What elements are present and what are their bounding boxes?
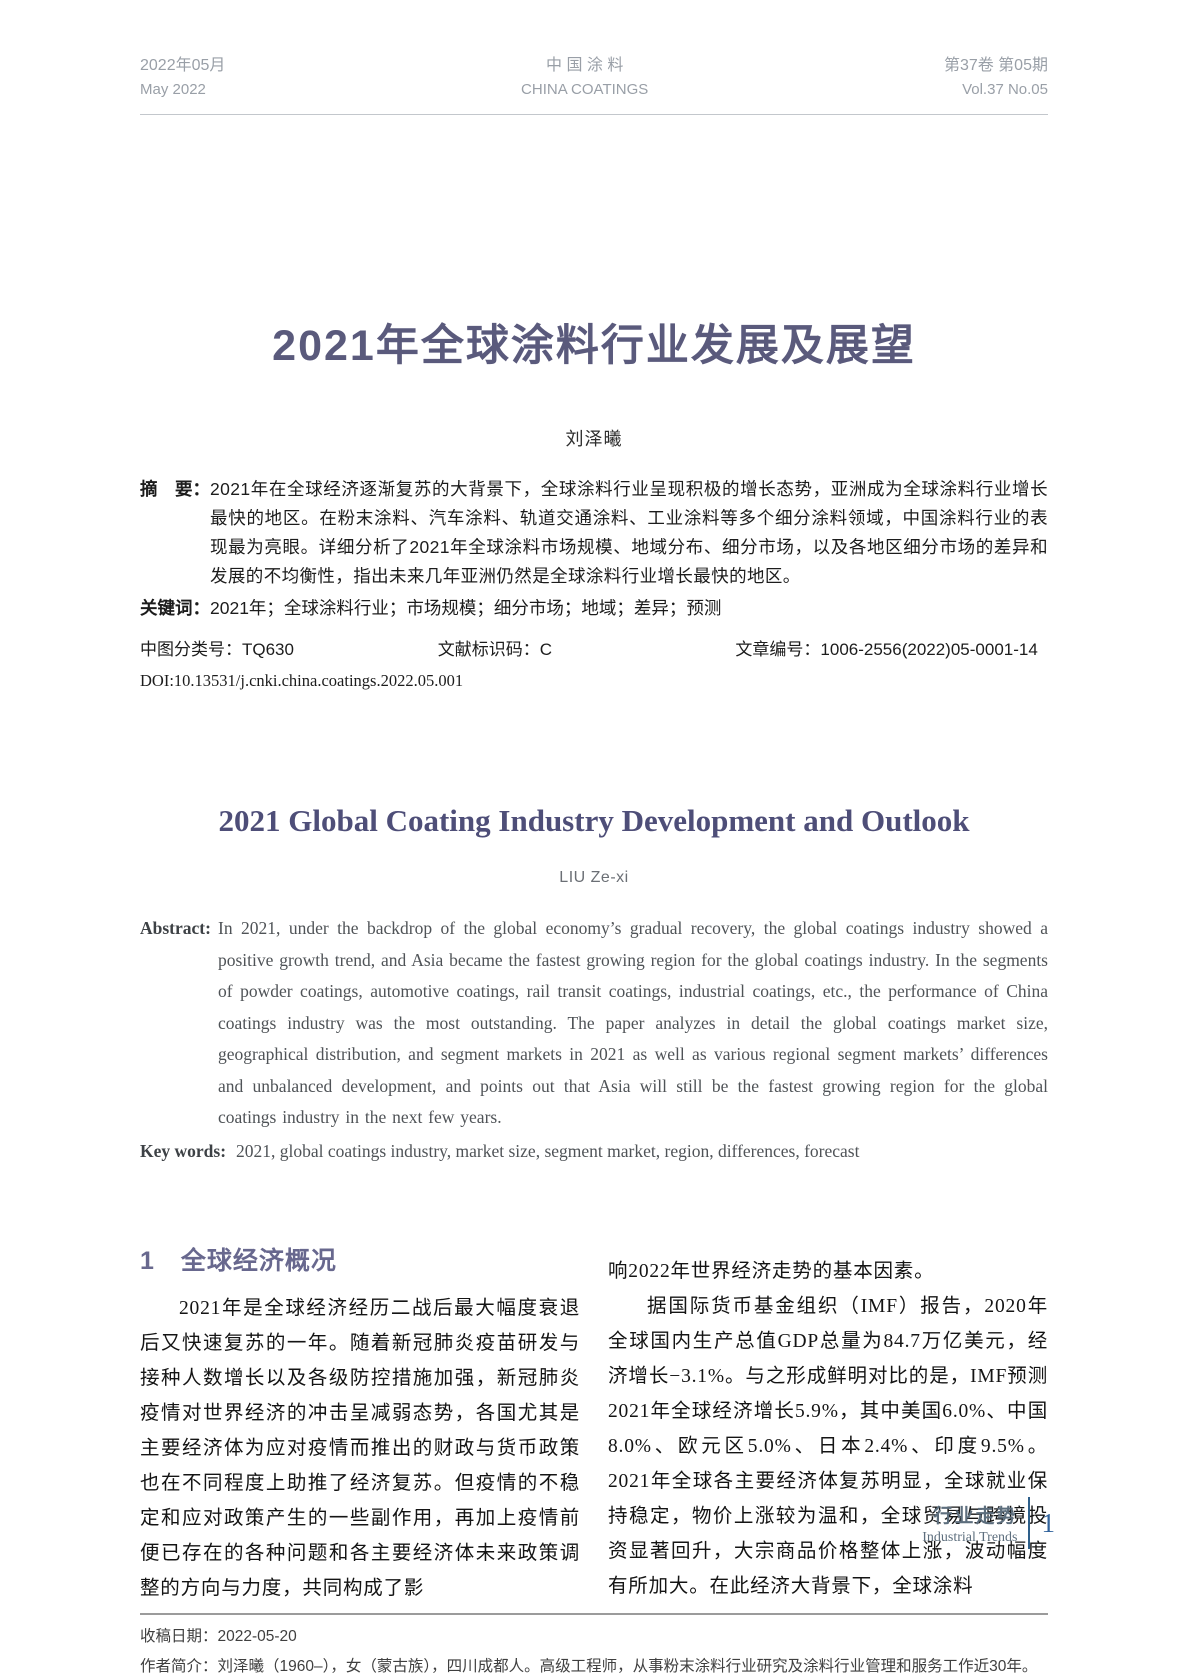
journal-name-en: CHINA COATINGS [521, 81, 649, 98]
footer-column-labels: 行业走势 Industrial Trends [922, 1501, 1017, 1546]
article-id: 文章编号：1006-2556(2022)05-0001-14 [735, 635, 1048, 660]
running-head-date: 2022年05月 May 2022 [140, 54, 225, 102]
footnote-divider [140, 1613, 1048, 1615]
running-head-journal: 中 国 涂 料 CHINA COATINGS [521, 54, 648, 102]
section-1-heading: 1 全球经济概况 [140, 1241, 580, 1277]
received-date: 收稿日期：2022-05-20 [140, 1624, 1048, 1646]
date-en: May 2022 [140, 81, 206, 98]
footnote: 收稿日期：2022-05-20 作者简介：刘泽曦（1960–），女（蒙古族），四… [140, 1624, 1048, 1676]
article-author-en: LIU Ze-xi [559, 869, 629, 886]
author-bio-text: 刘泽曦（1960–），女（蒙古族），四川成都人。高级工程师，从事粉末涂料行业研究… [217, 1658, 1038, 1675]
footer-divider-bar [1027, 1497, 1030, 1549]
clc-number: 中图分类号：TQ630 [140, 635, 438, 660]
abstract-en: Abstract: In 2021, under the backdrop of… [140, 913, 1048, 1134]
article-id-value: 1006-2556(2022)05-0001-14 [820, 640, 1038, 659]
document-code: 文献标识码：C [438, 635, 736, 660]
volume-en: Vol.37 No.05 [962, 81, 1048, 98]
article-author-zh: 刘泽曦 [565, 429, 623, 449]
body-paragraph-continuation: 响2022年世界经济走势的基本因素。 [608, 1261, 935, 1282]
abstract-zh-text: 2021年在全球经济逐渐复苏的大背景下，全球涂料行业呈现积极的增长态势，亚洲成为… [210, 479, 1048, 586]
author-bio-label: 作者简介： [140, 1658, 218, 1675]
keywords-zh: 关键词：2021年；全球涂料行业；市场规模；细分市场；地域；差异；预测 [140, 594, 1048, 623]
body-paragraph-left: 2021年是全球经济经历二战后最大幅度衰退后又快速复苏的一年。随着新冠肺炎疫苗研… [140, 1298, 580, 1599]
running-head: 2022年05月 May 2022 中 国 涂 料 CHINA COATINGS… [140, 0, 1048, 115]
keywords-zh-text: 2021年；全球涂料行业；市场规模；细分市场；地域；差异；预测 [210, 598, 722, 618]
keywords-en-text: 2021, global coatings industry, market s… [236, 1140, 860, 1161]
clc-value: TQ630 [242, 640, 294, 659]
left-column: 1 全球经济概况 2021年是全球经济经历二战后最大幅度衰退后又快速复苏的一年。随… [140, 1241, 580, 1606]
page-footer: 行业走势 Industrial Trends 1 [922, 1497, 1055, 1549]
author-bio: 作者简介：刘泽曦（1960–），女（蒙古族），四川成都人。高级工程师，从事粉末涂… [140, 1654, 1048, 1676]
received-date-label: 收稿日期： [140, 1628, 218, 1645]
abstract-zh: 摘 要： 2021年在全球经济逐渐复苏的大背景下，全球涂料行业呈现积极的增长态势… [140, 475, 1048, 591]
received-date-value: 2022-05-20 [217, 1628, 297, 1645]
document-code-label: 文献标识码： [437, 640, 540, 659]
abstract-zh-label: 摘 要： [140, 479, 210, 499]
doi: DOI:10.13531/j.cnki.china.coatings.2022.… [140, 671, 464, 690]
document-code-value: C [539, 640, 552, 659]
abstract-en-label: Abstract: [140, 918, 211, 938]
article-title-zh: 2021年全球涂料行业发展及展望 [272, 322, 916, 370]
classification-row: 中图分类号：TQ630 文献标识码：C 文章编号：1006-2556(2022)… [140, 635, 1048, 660]
journal-page: 2022年05月 May 2022 中 国 涂 料 CHINA COATINGS… [140, 0, 1055, 1675]
article-title-en: 2021 Global Coating Industry Development… [218, 803, 970, 838]
journal-name-zh: 中 国 涂 料 [546, 57, 624, 74]
section-1-title: 全球经济概况 [180, 1247, 337, 1275]
footer-column-en: Industrial Trends [922, 1529, 1018, 1545]
abstract-en-text: In 2021, under the backdrop of the globa… [218, 918, 1048, 1127]
keywords-en-label: Key words: [140, 1140, 227, 1161]
keywords-zh-label: 关键词： [140, 598, 210, 618]
right-column: 响2022年世界经济走势的基本因素。 据国际货币基金组织（IMF）报告，2020… [608, 1241, 1048, 1606]
footer-column-zh: 行业走势 [933, 1505, 1018, 1527]
page-number: 1 [1041, 1507, 1056, 1538]
date-zh: 2022年05月 [140, 57, 226, 74]
running-head-volume: 第37卷 第05期 Vol.37 No.05 [944, 54, 1048, 102]
volume-zh: 第37卷 第05期 [943, 57, 1048, 74]
body-paragraph-right: 据国际货币基金组织（IMF）报告，2020年全球国内生产总值GDP总量为84.7… [608, 1296, 1048, 1597]
section-1-number: 1 [140, 1247, 155, 1275]
body-columns: 1 全球经济概况 2021年是全球经济经历二战后最大幅度衰退后又快速复苏的一年。随… [140, 1241, 1048, 1606]
clc-label: 中图分类号： [140, 640, 242, 659]
article-id-label: 文章编号： [735, 640, 821, 659]
keywords-en: Key words: 2021, global coatings industr… [140, 1136, 1048, 1168]
